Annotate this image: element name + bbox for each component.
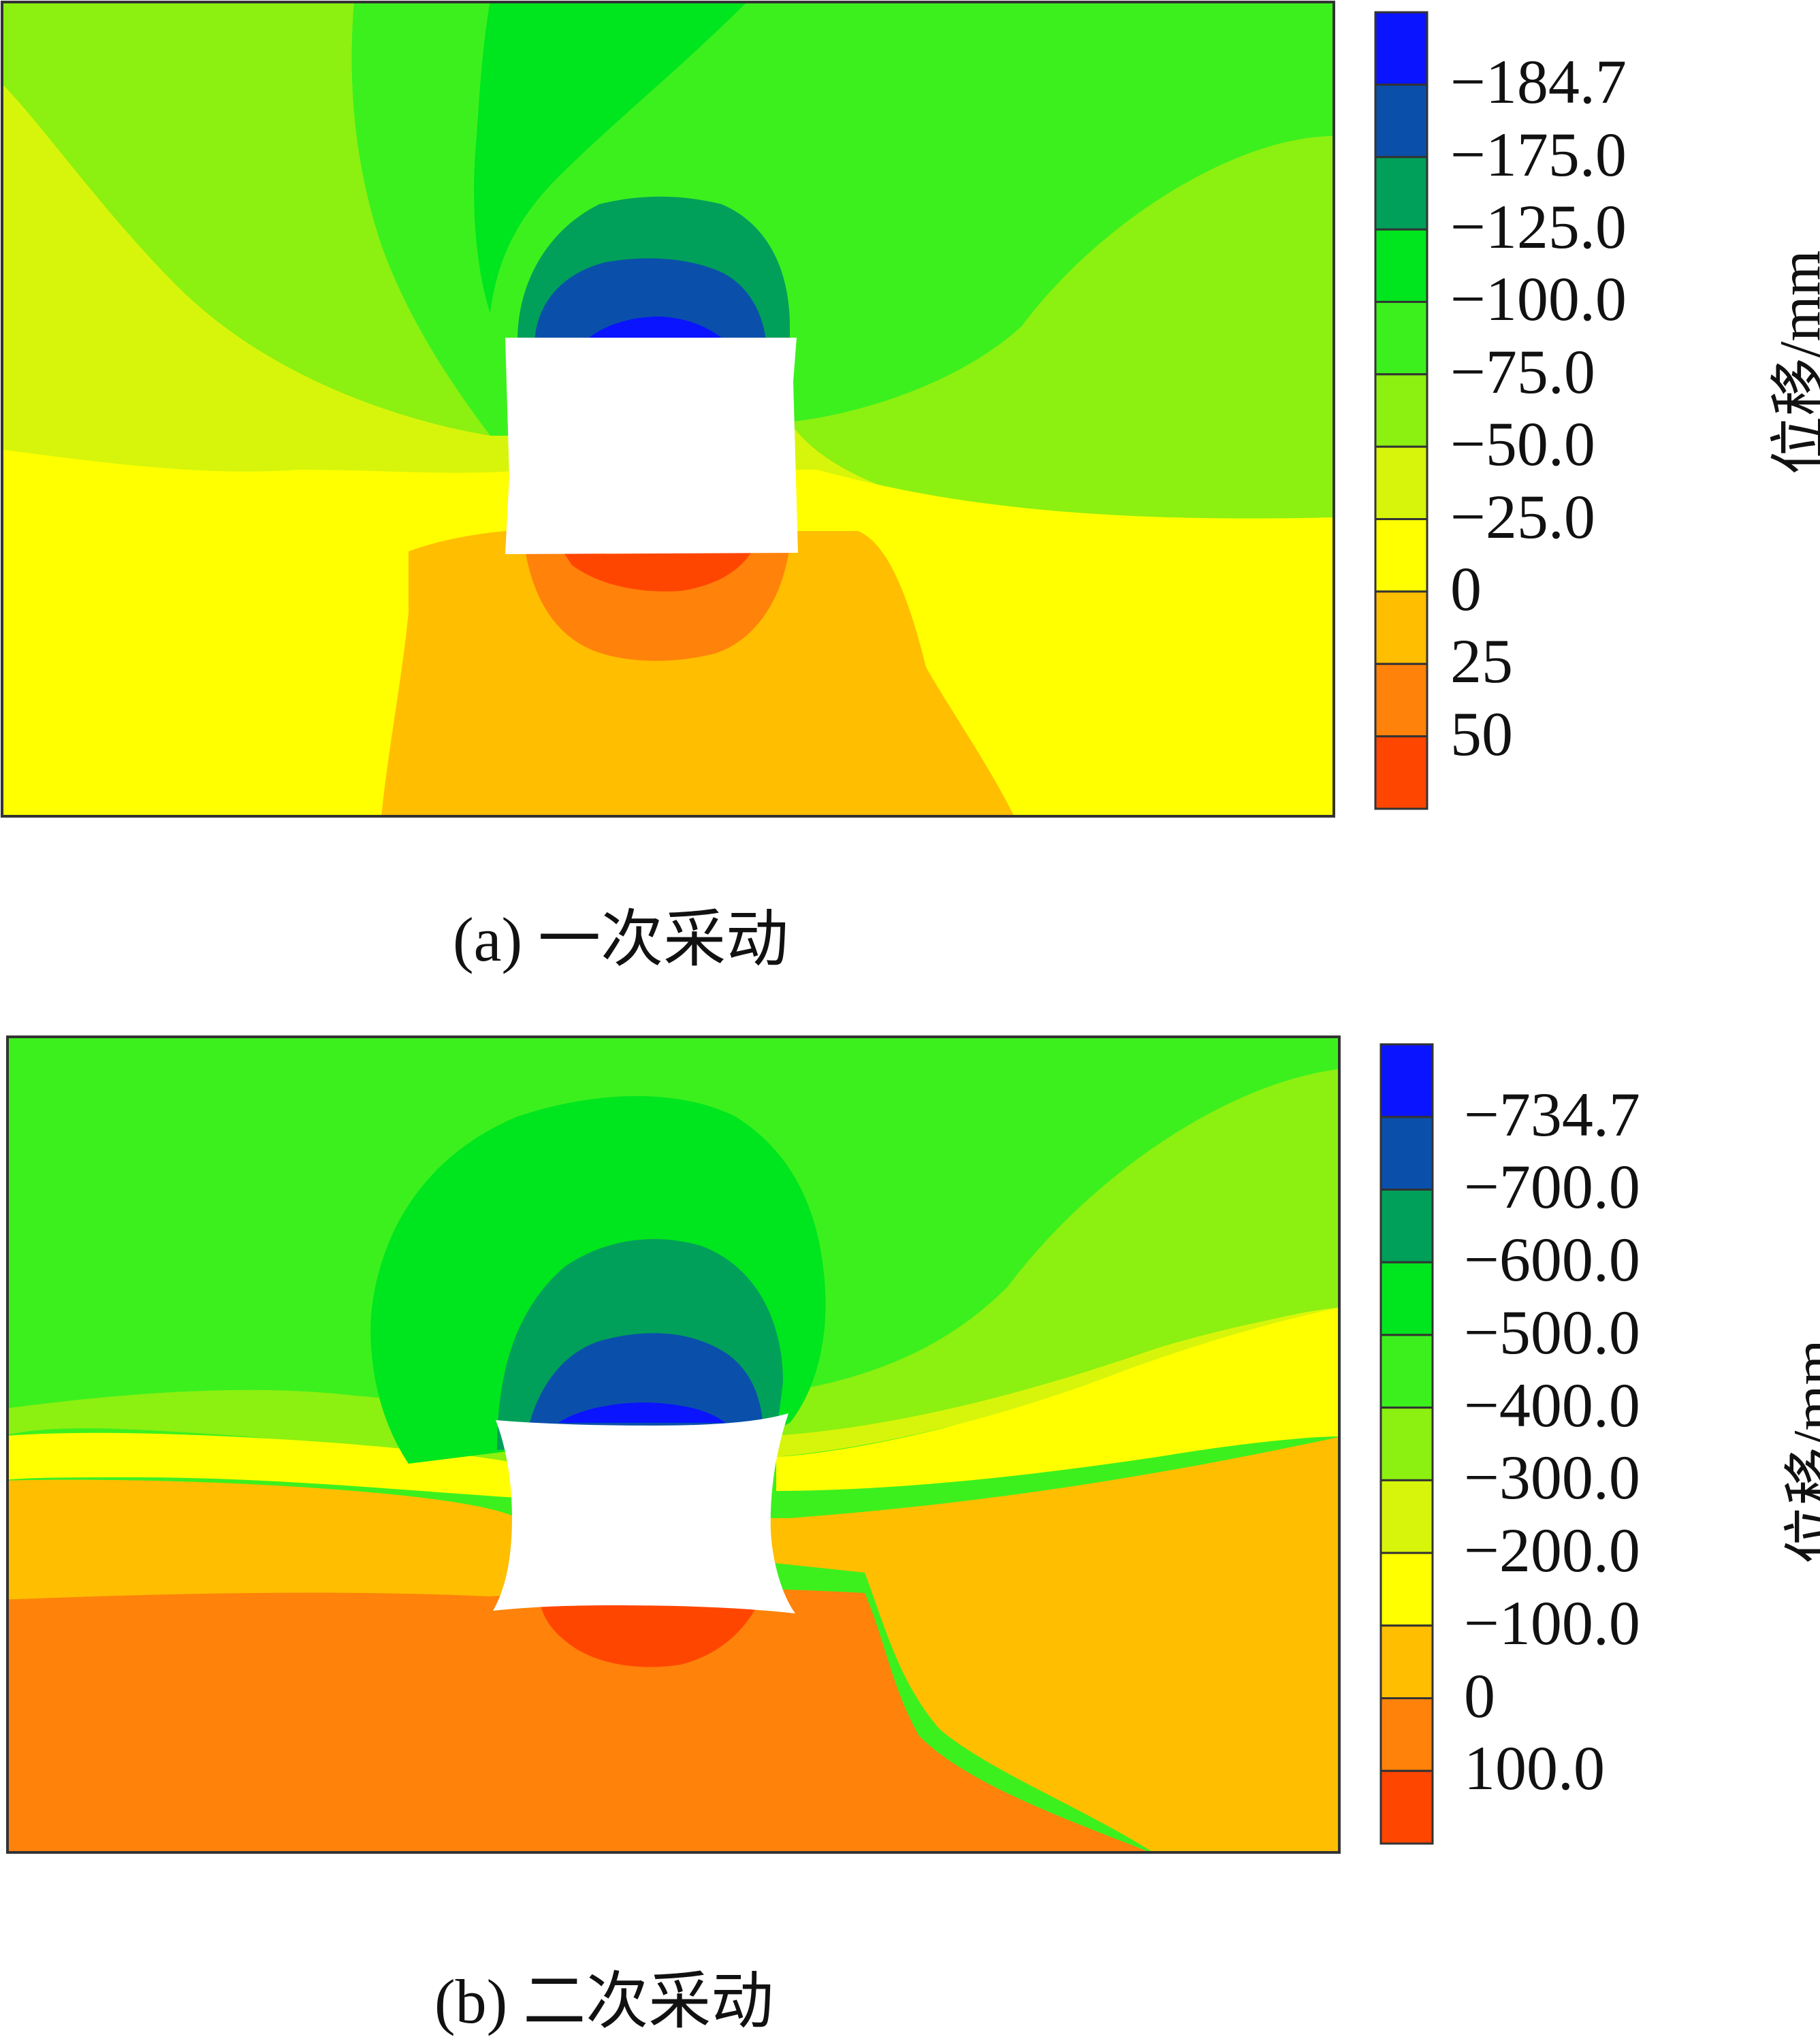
zone-b-red (538, 1594, 763, 1667)
colorbar-swatch (1374, 83, 1428, 159)
colorbar-tick-label: 25 (1450, 626, 1513, 696)
colorbar-swatch (1379, 1261, 1434, 1336)
colorbar-swatch (1379, 1116, 1434, 1191)
colorbar-swatch (1379, 1407, 1434, 1481)
colorbar-tick-label: −300.0 (1464, 1443, 1640, 1513)
excavation-void-a (505, 338, 798, 554)
zone-b-orange (8, 1588, 1149, 1852)
zone-b-yellowgreen-r (763, 1307, 1339, 1457)
colorbar-tick-label: −200.0 (1464, 1515, 1640, 1586)
colorbar-tick-label: −700.0 (1464, 1152, 1640, 1222)
zone-a-red (558, 545, 756, 592)
colorbar-tick-label: −100.0 (1450, 264, 1627, 334)
colorbar-tick-label: −500.0 (1464, 1297, 1640, 1367)
panel-a: 位移/mm −184.7 −175.0 −125.0 −100.0 −75.0 −50.0… (0, 0, 1820, 994)
colorbar-swatch (1379, 1188, 1434, 1264)
colorbar-swatch (1374, 735, 1428, 810)
zone-b-orange-light-left (8, 1479, 517, 1600)
colorbar-swatch (1379, 1769, 1434, 1845)
zone-a-navy (534, 258, 766, 340)
colorbar-title-b: 位移/mm (1781, 1339, 1820, 1564)
colorbar-swatch (1374, 662, 1428, 738)
zone-b-right-lightgreen (763, 1069, 1339, 1436)
colorbar-tick-label: −400.0 (1464, 1370, 1640, 1440)
colorbar-tick-label: 0 (1464, 1660, 1495, 1731)
zone-a-bright-green (474, 3, 746, 313)
colorbar-tick-label: −125.0 (1450, 192, 1627, 262)
zone-b-orange-light (8, 1436, 1339, 1852)
colorbar-swatch (1374, 156, 1428, 231)
colorbar-swatch (1379, 1334, 1434, 1409)
colorbar-tick-label: −75.0 (1450, 336, 1595, 406)
colorbar-swatch (1374, 228, 1428, 303)
plot-frame-a (1, 1, 1335, 818)
panel-b: 位移/mm −734.7 −700.0 −600.0 −500.0 −400.0 −300… (0, 1028, 1820, 2036)
zone-a-orange (381, 528, 1014, 816)
colorbar-tick-label: −25.0 (1450, 481, 1595, 551)
zone-b-blue (558, 1402, 725, 1423)
colorbar-swatch (1374, 518, 1428, 593)
zone-a-green-left (3, 3, 490, 436)
colorbar-b (1379, 1043, 1434, 1845)
colorbar-tick-label: 50 (1450, 698, 1513, 769)
colorbar-title-a: 位移/mm (1767, 250, 1820, 475)
colorbar-tick-label: −175.0 (1450, 119, 1627, 189)
colorbar-swatch (1374, 11, 1428, 86)
colorbar-tick-label: −50.0 (1450, 409, 1595, 479)
zone-a-blue (586, 317, 725, 340)
colorbar-swatch (1374, 373, 1428, 448)
caption-b: (b) 二次采动 (434, 1967, 774, 2036)
zone-a-green-right (790, 136, 1333, 521)
colorbar-swatch (1379, 1552, 1434, 1627)
colorbar-swatch (1379, 1043, 1434, 1119)
colorbar-swatch (1379, 1624, 1434, 1700)
zone-b-yellow (8, 1432, 517, 1498)
colorbar-swatch (1379, 1697, 1434, 1772)
colorbar-swatch (1374, 300, 1428, 376)
colorbar-tick-label: 100.0 (1464, 1733, 1605, 1803)
contour-plot-b (6, 1035, 1434, 1854)
colorbar-swatch (1374, 445, 1428, 521)
colorbar-swatch (1379, 1479, 1434, 1554)
colorbar-swatch (1374, 590, 1428, 665)
zone-b-yellow-right (776, 1307, 1339, 1491)
colorbar-tick-label: −734.7 (1464, 1079, 1640, 1149)
colorbar-a (1374, 11, 1428, 810)
caption-a: (a) 一次采动 (453, 905, 789, 974)
colorbar-tick-label: 0 (1450, 553, 1482, 624)
colorbar-tick-label: −184.7 (1450, 47, 1627, 117)
colorbar-tick-label: −100.0 (1464, 1588, 1640, 1658)
plot-frame-b (6, 1035, 1341, 1854)
excavation-void-b (493, 1413, 795, 1613)
contour-plot-a (1, 1, 1428, 818)
colorbar-tick-label: −600.0 (1464, 1225, 1640, 1295)
